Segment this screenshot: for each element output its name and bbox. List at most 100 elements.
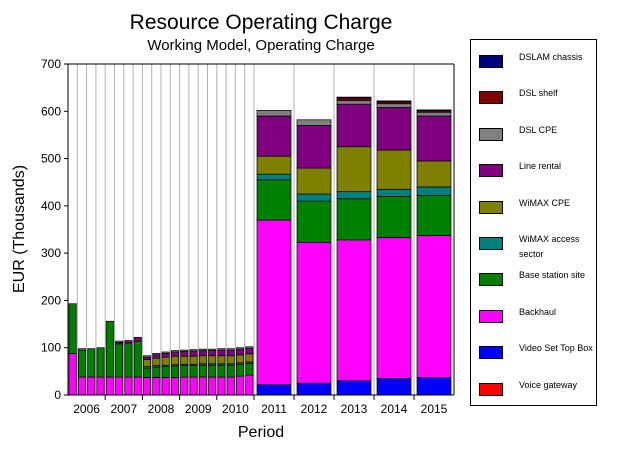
bar-segment-backhaul [198, 376, 207, 396]
bar-segment-line-rental [336, 103, 372, 148]
bar-segment-dsl-cpe [170, 350, 179, 353]
legend-swatch [479, 273, 503, 287]
bar-segment-backhaul [124, 376, 133, 396]
x-tick-label: 2013 [341, 402, 368, 416]
x-tick-label: 2009 [185, 402, 212, 416]
bar-segment-base-station-site [124, 342, 133, 378]
y-tick-label: 500 [41, 152, 61, 166]
legend-item: Base station site [479, 268, 595, 296]
bar-segment-base-station-site [236, 363, 245, 377]
bar-segment-base-station-site [245, 362, 254, 376]
bar-segment-dsl-cpe [161, 351, 170, 354]
legend-item: DSL CPE [479, 123, 595, 151]
legend-item: DSLAM chassis [479, 50, 595, 78]
y-tick-label: 0 [54, 388, 61, 402]
legend-swatch [479, 127, 503, 141]
bar-segment-video-set-top-box [336, 380, 372, 396]
bar-segment-wimax-cpe [376, 149, 412, 190]
bar-segment-dslam-chassis [376, 100, 412, 103]
y-tick-label: 100 [41, 341, 61, 355]
bar-segment-dsl-cpe [376, 103, 412, 108]
legend-swatch [479, 91, 503, 105]
bar-segment-dsl-cpe [236, 347, 245, 350]
bar-segment-video-set-top-box [296, 382, 332, 396]
bar-segment-wimax-cpe [170, 355, 179, 366]
bar-segment-base-station-site [152, 366, 161, 378]
bar-segment-line-rental [226, 349, 235, 357]
bar-segment-dsl-cpe [217, 348, 226, 351]
legend-item: DSL shelf [479, 86, 595, 114]
bar-segment-backhaul [152, 377, 161, 396]
bar-segment-line-rental [189, 350, 198, 357]
legend-label: WiMAX CPE [519, 197, 571, 208]
bar-segment-backhaul [115, 376, 124, 396]
bar-segment-base-station-site [161, 366, 170, 378]
legend-label: DSL shelf [519, 88, 558, 99]
bar-segment-line-rental [170, 351, 179, 357]
bar-segment-base-station-site [143, 367, 152, 378]
legend-swatch [479, 164, 503, 178]
bar-segment-video-set-top-box [256, 384, 292, 396]
bar-segment-backhaul [170, 377, 179, 396]
bar-segment-dsl-cpe [208, 348, 217, 351]
legend-item: Line rental [479, 159, 595, 187]
legend-label: DSL CPE [519, 124, 558, 135]
bar-segment-backhaul [416, 235, 452, 378]
bar-segment-wimax-cpe [236, 354, 245, 364]
bar-segment-wimax-access-sector [336, 191, 372, 200]
x-tick-label: 2011 [261, 402, 287, 416]
bar-segment-backhaul [245, 374, 254, 396]
bar-segment-backhaul [161, 377, 170, 396]
bar-segment-dsl-cpe [296, 119, 332, 126]
x-tick-label: 2007 [110, 402, 137, 416]
bar-segment-base-station-site [180, 365, 189, 378]
legend-item: WiMAX CPE [479, 196, 595, 224]
bar-segment-wimax-cpe [256, 155, 292, 175]
bar-segment-wimax-access-sector [376, 188, 412, 197]
y-tick-label: 200 [41, 293, 61, 307]
legend-item: WiMAX access sector [479, 232, 595, 260]
x-axis-label: Period [237, 424, 285, 441]
bar-segment-dslam-chassis [336, 96, 372, 99]
bar-segment-backhaul [133, 376, 142, 396]
bar-segment-wimax-cpe [226, 355, 235, 365]
bar-segment-wimax-cpe [245, 353, 254, 363]
bar-segment-base-station-site [96, 347, 105, 378]
bar-segment-backhaul [256, 219, 292, 385]
bar-segment-wimax-cpe [336, 146, 372, 193]
bar-segment-wimax-cpe [152, 357, 161, 367]
bar-segment-wimax-cpe [143, 359, 152, 367]
bar-segment-dsl-cpe [198, 348, 207, 351]
bar-segment-base-station-site [68, 303, 77, 354]
y-axis-label: EUR (Thousands) [11, 164, 28, 294]
x-tick-label: 2010 [222, 402, 249, 416]
x-tick-label: 2006 [73, 402, 100, 416]
bar-segment-base-station-site [217, 364, 226, 378]
bar-segment-dsl-cpe [115, 340, 124, 343]
x-tick-label: 2012 [301, 402, 328, 416]
bar-segment-dsl-cpe [416, 111, 452, 117]
bar-segment-backhaul [208, 376, 217, 396]
bar-segment-line-rental [256, 115, 292, 157]
legend-swatch [479, 55, 503, 68]
bar-segment-dslam-chassis [416, 109, 452, 112]
legend-swatch [479, 382, 503, 396]
bar-segment-base-station-site [189, 365, 198, 378]
bar-segment-line-rental [133, 336, 142, 342]
y-tick-label: 400 [41, 199, 61, 213]
bar-segment-dsl-cpe [143, 355, 152, 358]
legend-item: Voice gateway [479, 378, 595, 406]
bar-segment-wimax-access-sector [296, 193, 332, 202]
bar-segment-base-station-site [170, 365, 179, 378]
bar-segment-line-rental [217, 349, 226, 357]
chart-subtitle: Working Model, Operating Charge [147, 37, 375, 54]
bar-segment-backhaul [226, 376, 235, 396]
legend-label: Base station site [519, 270, 586, 281]
legend-swatch [479, 346, 503, 360]
bar-segment-base-station-site [77, 349, 86, 378]
bar-segment-line-rental [376, 107, 412, 151]
bar-segment-base-station-site [115, 343, 124, 378]
bar-segment-wimax-cpe [189, 355, 198, 365]
legend-swatch [479, 309, 503, 323]
bar-segment-line-rental [296, 125, 332, 169]
